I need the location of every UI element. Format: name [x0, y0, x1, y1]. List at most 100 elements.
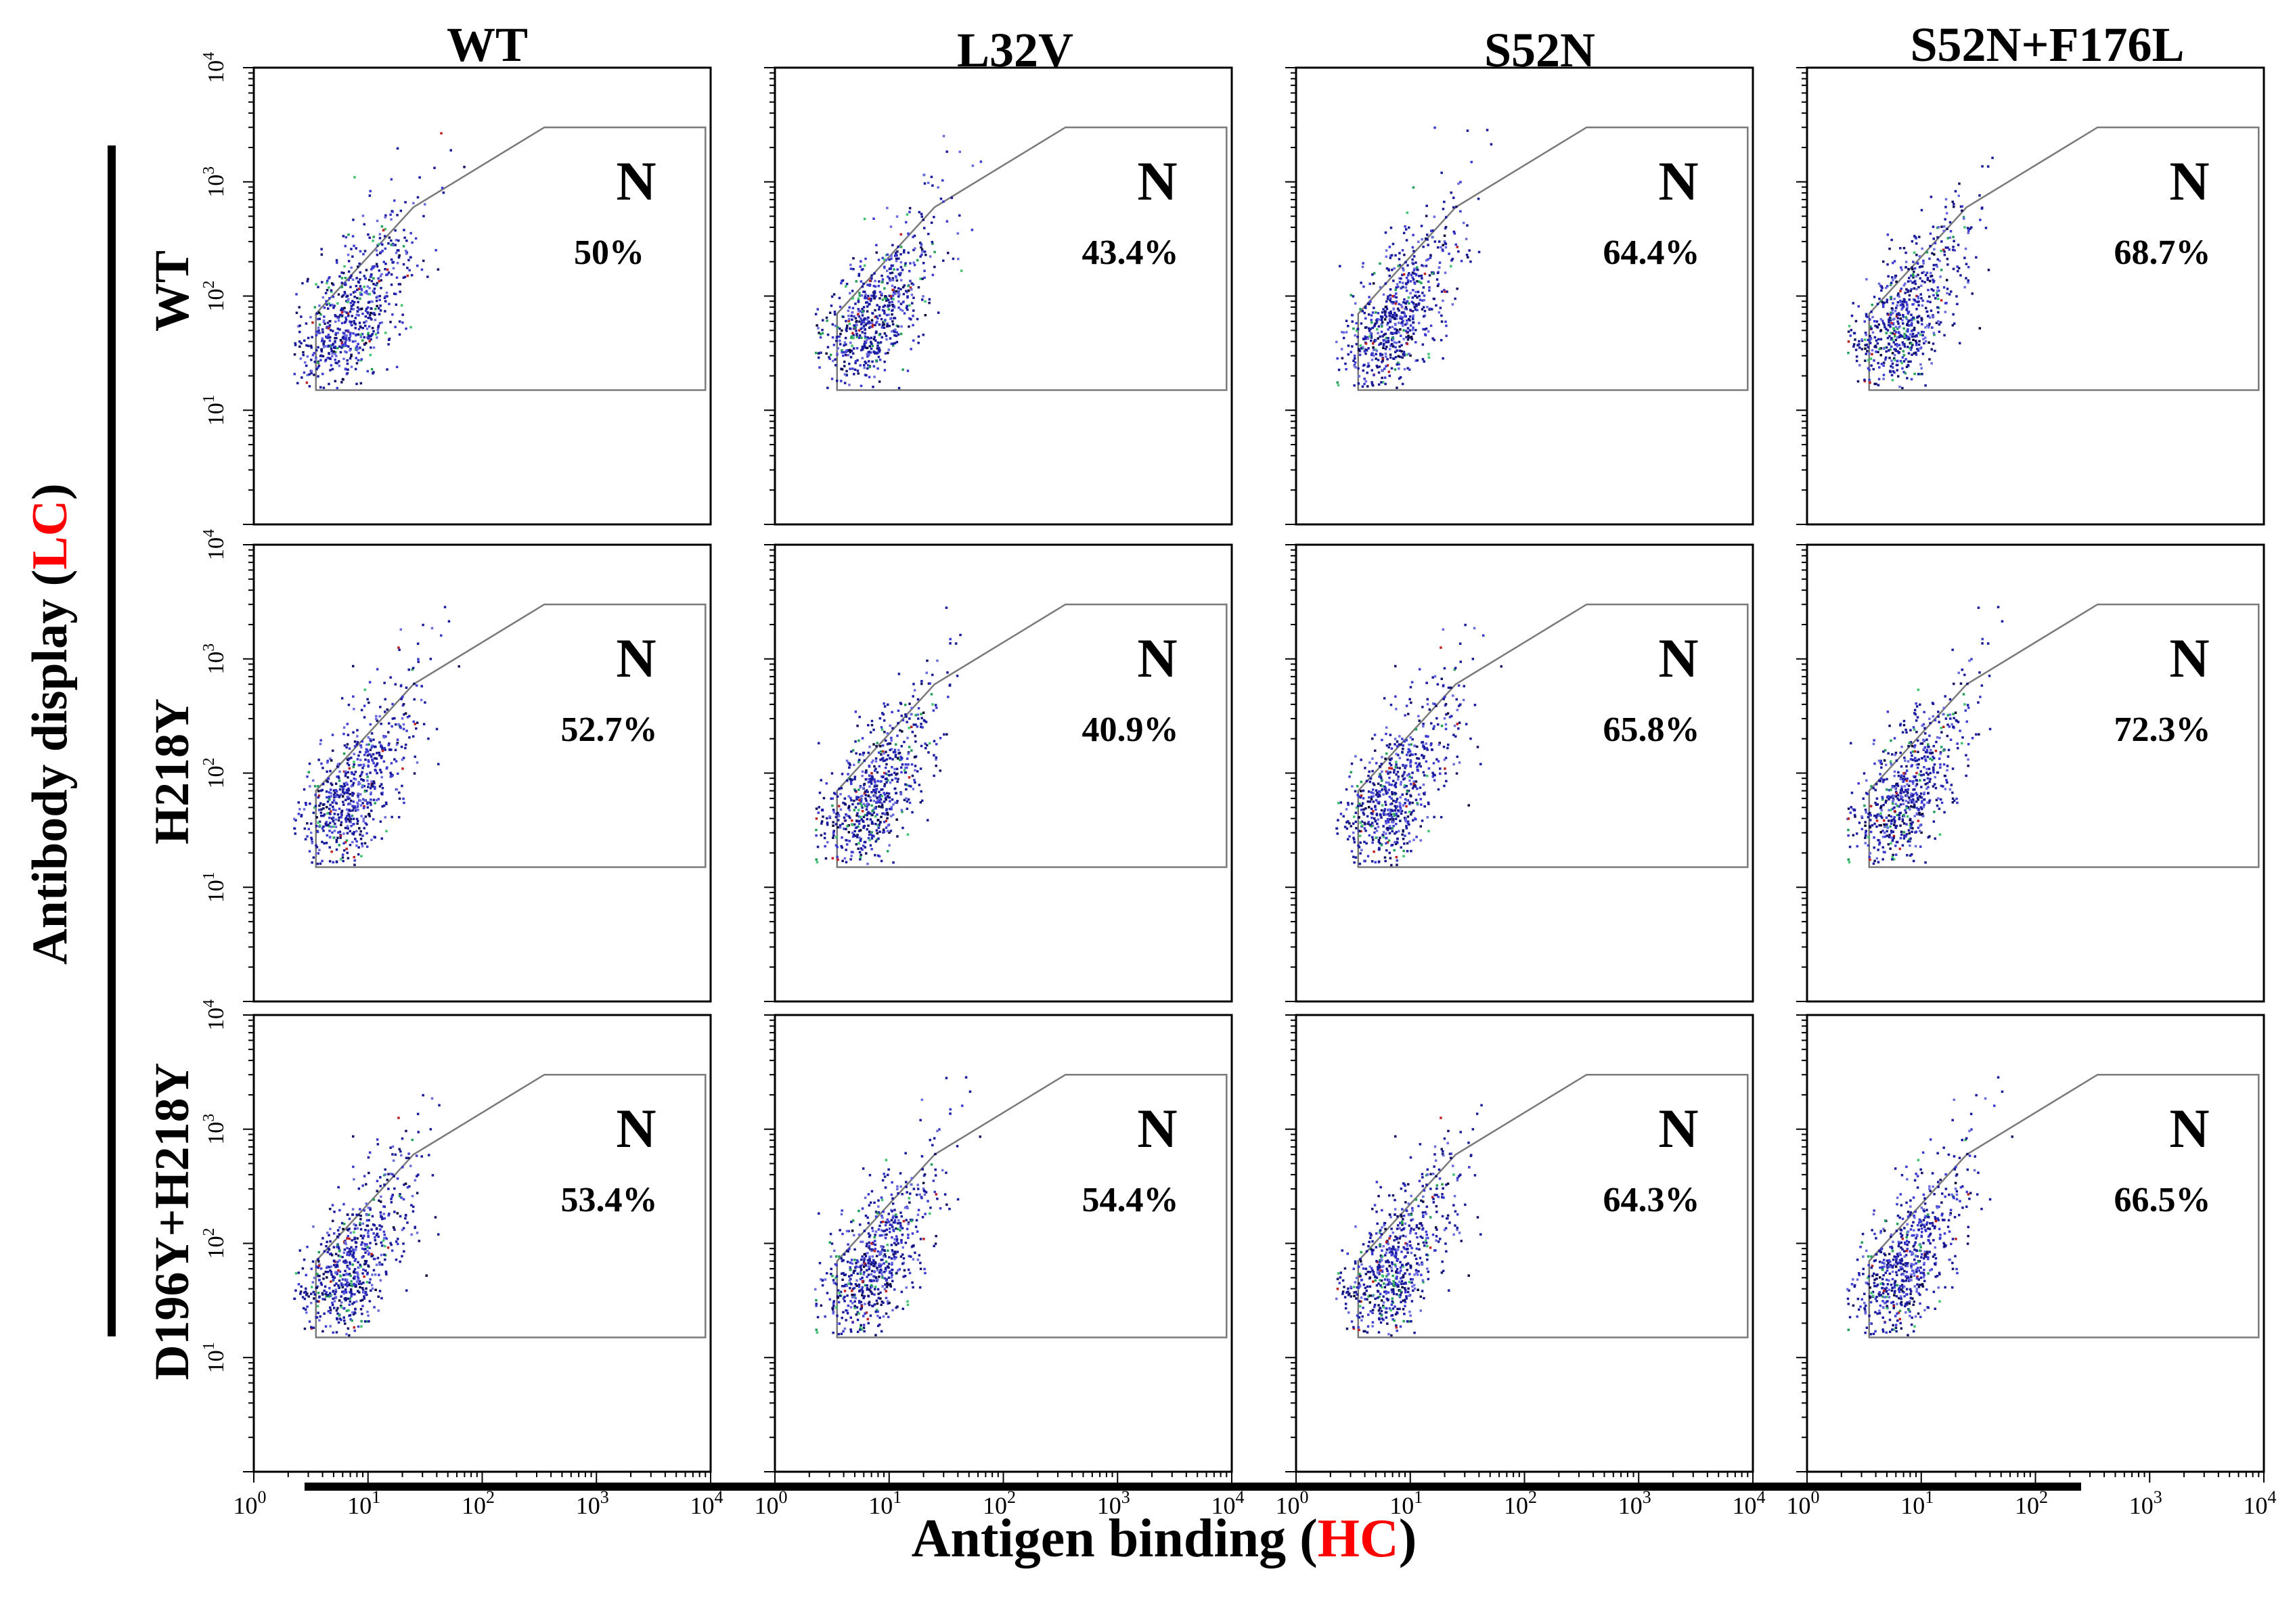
scatter-point [1411, 802, 1414, 805]
scatter-point [1371, 314, 1373, 317]
scatter-point [908, 290, 910, 292]
gate-label: N [1658, 150, 1698, 212]
scatter-point [1354, 355, 1356, 357]
scatter-point [916, 259, 919, 262]
scatter-point [1396, 363, 1399, 366]
scatter-point [1402, 794, 1404, 796]
scatter-point [1921, 304, 1924, 307]
scatter-point [319, 386, 322, 389]
scatter-point [1915, 342, 1918, 344]
scatter-point [339, 314, 342, 317]
scatter-point [866, 818, 869, 821]
y-tick-exp: 1 [200, 872, 218, 880]
scatter-point [858, 836, 861, 839]
scatter-point [376, 296, 379, 298]
scatter-point [857, 809, 860, 811]
scatter-point [885, 781, 888, 784]
scatter-point [1396, 329, 1399, 332]
scatter-point [394, 326, 397, 329]
scatter-point [1371, 812, 1373, 815]
scatter-point [1425, 265, 1428, 267]
scatter-point [841, 836, 843, 839]
scatter-point [1393, 769, 1396, 771]
scatter-point [359, 321, 361, 324]
scatter-point [384, 710, 386, 713]
scatter-point [311, 336, 313, 339]
scatter-point [1402, 383, 1404, 386]
scatter-point [1919, 363, 1922, 366]
scatter-point [875, 321, 878, 324]
scatter-point [1447, 713, 1450, 715]
scatter-point [378, 299, 381, 302]
scatter-point [1398, 303, 1400, 306]
scatter-point [1412, 302, 1415, 304]
scatter-point [303, 808, 306, 811]
scatter-point [1378, 790, 1381, 793]
scatter-point [1940, 269, 1943, 271]
scatter-point [399, 334, 401, 336]
scatter-point [335, 789, 338, 792]
scatter-point [1365, 342, 1368, 345]
scatter-point [900, 771, 903, 774]
scatter-point [321, 328, 324, 331]
scatter-point [1398, 331, 1400, 334]
scatter-point [1908, 311, 1911, 313]
scatter-point [1443, 746, 1446, 748]
scatter-point [330, 289, 333, 292]
scatter-point [1892, 363, 1894, 365]
scatter-point [1478, 251, 1481, 254]
scatter-point [858, 292, 861, 294]
scatter-point [347, 298, 350, 300]
scatter-point [904, 769, 906, 772]
scatter-point [949, 683, 952, 686]
gate-percent: 65.8% [1603, 710, 1700, 749]
scatter-point [888, 348, 891, 351]
scatter-point [355, 771, 357, 773]
scatter-point [1368, 771, 1371, 773]
scatter-point [1423, 748, 1426, 750]
scatter-point [1931, 275, 1934, 277]
scatter-point [365, 342, 367, 344]
scatter-point [1394, 809, 1397, 812]
scatter-point [360, 805, 363, 807]
scatter-point [1351, 785, 1354, 788]
scatter-point [897, 778, 899, 781]
scatter-point [373, 798, 376, 801]
scatter-point [897, 257, 900, 260]
scatter-point [1392, 825, 1395, 828]
scatter-point [348, 809, 351, 811]
column-header-s52n: S52N [1484, 23, 1595, 77]
scatter-point [1367, 855, 1370, 858]
scatter-point [1352, 360, 1355, 363]
scatter-point [363, 336, 365, 339]
scatter-point [849, 323, 851, 325]
scatter-point [365, 748, 368, 751]
flow-cytometry-figure: WT L32V S52N S52N+F176L WT H218Y D196Y+H… [0, 0, 2295, 1624]
scatter-point [1406, 290, 1408, 292]
scatter-point [1943, 286, 1946, 289]
scatter-point [398, 254, 401, 257]
scatter-point [952, 258, 955, 261]
scatter-point [1905, 261, 1908, 263]
scatter-point [1347, 344, 1350, 347]
scatter-point [359, 278, 361, 281]
scatter-point [836, 336, 839, 338]
scatter-point [355, 844, 358, 847]
scatter-point [403, 237, 406, 240]
scatter-point [904, 713, 907, 716]
scatter-point [328, 796, 331, 798]
scatter-point [1362, 790, 1365, 792]
scatter-point [380, 723, 382, 725]
scatter-point [840, 380, 843, 382]
scatter-point [1365, 380, 1368, 383]
scatter-point [1477, 746, 1479, 748]
y-tick-base: 10 [204, 652, 229, 675]
scatter-point [1375, 809, 1377, 811]
scatter-point [336, 841, 338, 844]
scatter-point [1359, 842, 1362, 844]
scatter-point [1389, 796, 1391, 798]
scatter-point [907, 834, 910, 836]
scatter-point [1428, 290, 1431, 292]
scatter-point [416, 265, 419, 267]
scatter-point [820, 779, 823, 782]
